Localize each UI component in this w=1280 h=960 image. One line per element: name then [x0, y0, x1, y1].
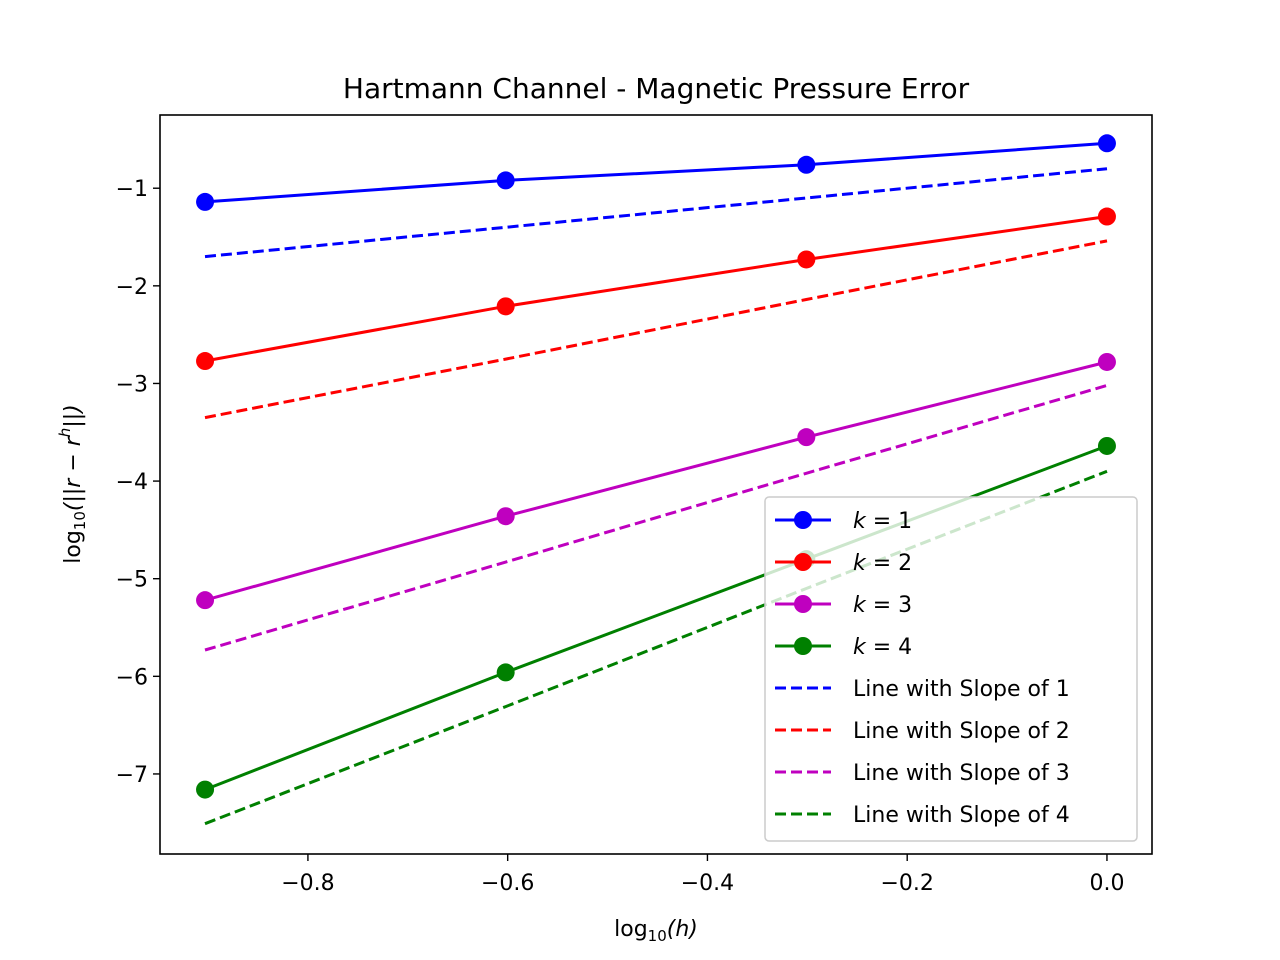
y-label-prefix: log — [61, 530, 86, 564]
data-point — [797, 250, 816, 269]
data-point — [1097, 134, 1116, 153]
legend-k-symbol: k — [853, 593, 867, 618]
data-point — [1097, 352, 1116, 371]
legend-marker — [794, 511, 812, 529]
data-point — [496, 171, 515, 190]
data-point — [196, 352, 215, 371]
data-point — [1097, 207, 1116, 226]
y-tick-label: −5 — [116, 568, 148, 593]
x-axis-ticks: −0.8 −0.6 −0.4 −0.2 0.0 — [281, 854, 1124, 896]
legend-label: k = 1 — [853, 509, 912, 534]
data-point — [196, 780, 215, 799]
data-point — [797, 155, 816, 174]
legend-label: Line with Slope of 1 — [853, 677, 1070, 702]
y-axis-label: log10(||r − rh||) — [56, 404, 89, 564]
legend-k-value: 3 — [898, 593, 912, 618]
data-point — [496, 297, 515, 316]
y-label-subscript: 10 — [71, 511, 89, 530]
series-line-6 — [204, 239, 1108, 420]
legend-k-value: 4 — [898, 635, 912, 660]
x-tick-label: −0.4 — [681, 871, 734, 896]
x-axis-label: log10(h) — [614, 917, 698, 945]
x-label-prefix: log — [614, 917, 648, 942]
series-line-3 — [204, 360, 1108, 602]
y-label-suffix: ||) — [61, 404, 86, 427]
y-tick-label: −1 — [116, 177, 148, 202]
y-tick-label: −7 — [116, 763, 148, 788]
legend-k-symbol: k — [853, 635, 867, 660]
series-line-1 — [204, 141, 1108, 204]
x-tick-label: 0.0 — [1089, 871, 1124, 896]
legend-marker — [794, 637, 812, 655]
legend-label: k = 4 — [853, 635, 912, 660]
data-point — [496, 507, 515, 526]
x-tick-label: −0.2 — [880, 871, 933, 896]
legend-marker — [794, 595, 812, 613]
legend-k-value: 1 — [898, 509, 912, 534]
legend-k-equals: = — [866, 593, 898, 618]
data-point — [196, 192, 215, 211]
legend-k-equals: = — [866, 551, 898, 576]
legend-label: Line with Slope of 2 — [853, 719, 1070, 744]
legend-k-symbol: k — [853, 509, 867, 534]
y-tick-label: −6 — [116, 665, 148, 690]
legend-label: Line with Slope of 3 — [853, 761, 1070, 786]
data-point — [196, 591, 215, 610]
x-tick-label: −0.8 — [281, 871, 334, 896]
x-tick-label: −0.6 — [481, 871, 534, 896]
y-label-body: (||r − r — [61, 435, 86, 511]
y-tick-label: −2 — [116, 275, 148, 300]
y-tick-label: −4 — [116, 470, 148, 495]
plot-frame — [159, 114, 1153, 855]
data-point — [797, 428, 816, 447]
series-line-7 — [204, 383, 1108, 652]
legend-label: k = 2 — [853, 551, 912, 576]
x-label-body: (h) — [667, 917, 698, 942]
chart-title: Hartmann Channel - Magnetic Pressure Err… — [343, 72, 970, 105]
x-label-subscript: 10 — [648, 927, 667, 945]
series-line-5 — [204, 167, 1108, 259]
legend-k-equals: = — [866, 635, 898, 660]
y-tick-label: −3 — [116, 372, 148, 397]
legend-label: Line with Slope of 4 — [853, 803, 1070, 828]
legend-k-value: 2 — [898, 551, 912, 576]
data-point — [496, 663, 515, 682]
data-point — [1097, 436, 1116, 455]
legend-k-equals: = — [866, 509, 898, 534]
legend-box — [764, 496, 1138, 842]
legend-label: k = 3 — [853, 593, 912, 618]
y-axis-ticks: −7 −6 −5 −4 −3 −2 −1 — [116, 177, 160, 788]
legend-marker — [794, 553, 812, 571]
y-label-superscript: h — [56, 428, 74, 438]
legend-k-symbol: k — [853, 551, 867, 576]
series-line-2 — [204, 215, 1108, 363]
